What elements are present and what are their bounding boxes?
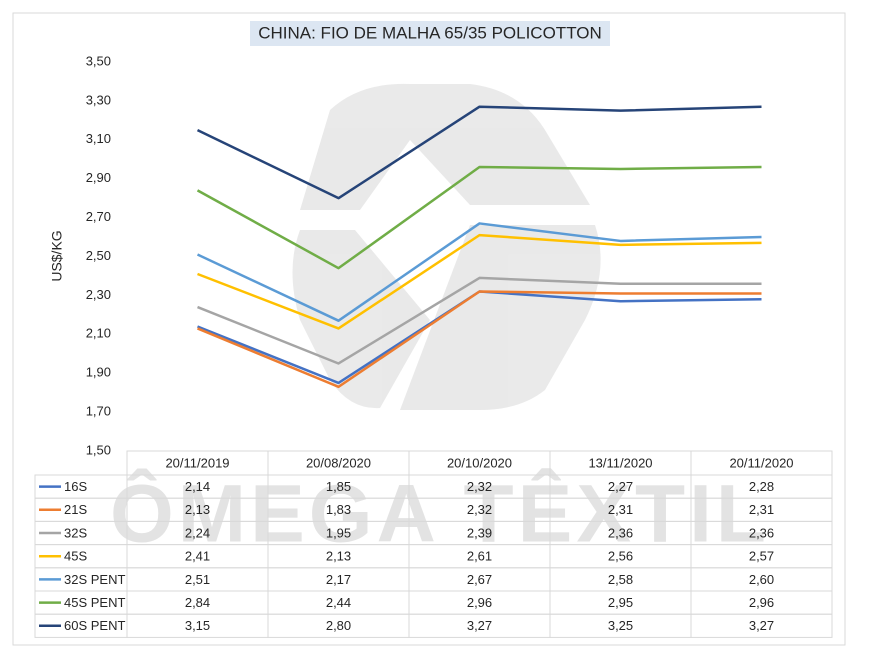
y-tick-label: 3,50 — [86, 53, 111, 68]
table-value: 2,14 — [185, 479, 210, 494]
table-value: 2,96 — [467, 595, 492, 610]
table-value: 2,13 — [185, 502, 210, 517]
table-value: 2,57 — [749, 549, 774, 564]
table-value: 2,61 — [467, 549, 492, 564]
table-value: 2,67 — [467, 572, 492, 587]
table-value: 2,28 — [749, 479, 774, 494]
y-tick-label: 2,30 — [86, 287, 111, 302]
y-tick-label: 1,50 — [86, 442, 111, 457]
table-value: 2,84 — [185, 595, 210, 610]
y-tick-label: 1,70 — [86, 404, 111, 419]
legend-label: 45S — [64, 549, 87, 564]
y-tick-label: 3,10 — [86, 131, 111, 146]
title-background — [250, 21, 610, 46]
x-tick-label: 13/11/2020 — [588, 455, 652, 470]
table-value: 1,85 — [326, 479, 351, 494]
table-value: 2,60 — [749, 572, 774, 587]
series-line — [197, 290, 762, 389]
table-value: 2,32 — [467, 479, 492, 494]
table-value: 1,95 — [326, 525, 351, 540]
table-value: 3,27 — [749, 618, 774, 633]
table-value: 2,39 — [467, 525, 492, 540]
table-value: 2,41 — [185, 549, 210, 564]
series-line — [196, 222, 762, 322]
y-tick-label: 2,70 — [86, 209, 111, 224]
legend-label: 32S — [64, 525, 87, 540]
series-line — [197, 233, 762, 330]
series-line — [197, 276, 762, 365]
legend-label: 16S — [64, 479, 87, 494]
table-value: 2,95 — [608, 595, 633, 610]
x-tick-label: 20/10/2020 — [447, 455, 512, 470]
table-value: 3,15 — [185, 618, 210, 633]
x-tick-label: 20/11/2020 — [729, 455, 793, 470]
table-value: 3,25 — [608, 618, 633, 633]
y-tick-label: 2,10 — [86, 326, 111, 341]
table-value: 2,80 — [326, 618, 351, 633]
table-value: 2,36 — [749, 525, 774, 540]
x-tick-label: 20/08/2020 — [306, 455, 371, 470]
table-value: 2,24 — [185, 525, 210, 540]
table-value: 2,31 — [608, 502, 633, 517]
table-value: 2,13 — [326, 549, 351, 564]
table-value: 2,17 — [326, 572, 351, 587]
legend-label: 60S PENT — [64, 618, 125, 633]
y-tick-label: 3,30 — [86, 92, 111, 107]
y-tick-label: 2,90 — [86, 170, 111, 185]
table-value: 2,58 — [608, 572, 633, 587]
x-tick-label: 20/11/2019 — [165, 455, 229, 470]
table-value: 2,31 — [749, 502, 774, 517]
chart-title: CHINA: FIO DE MALHA 65/35 POLICOTTON — [258, 23, 602, 42]
table-value: 2,27 — [608, 479, 633, 494]
y-tick-label: 2,50 — [86, 248, 111, 263]
table-value: 2,96 — [749, 595, 774, 610]
table-value: 2,56 — [608, 549, 633, 564]
series-line — [196, 165, 762, 270]
legend-label: 45S PENT — [64, 595, 125, 610]
series-line — [196, 105, 762, 200]
y-axis-label: US$/KG — [49, 230, 65, 281]
logo-watermark — [292, 83, 601, 410]
table-value: 2,44 — [326, 595, 351, 610]
table-value: 1,83 — [326, 502, 351, 517]
table-value: 2,36 — [608, 525, 633, 540]
table-value: 2,32 — [467, 502, 492, 517]
legend-label: 32S PENT — [64, 572, 125, 587]
table-value: 3,27 — [467, 618, 492, 633]
legend-label: 21S — [64, 502, 87, 517]
table-cell — [690, 613, 833, 638]
table-value: 2,51 — [185, 572, 210, 587]
y-tick-label: 1,90 — [86, 365, 111, 380]
